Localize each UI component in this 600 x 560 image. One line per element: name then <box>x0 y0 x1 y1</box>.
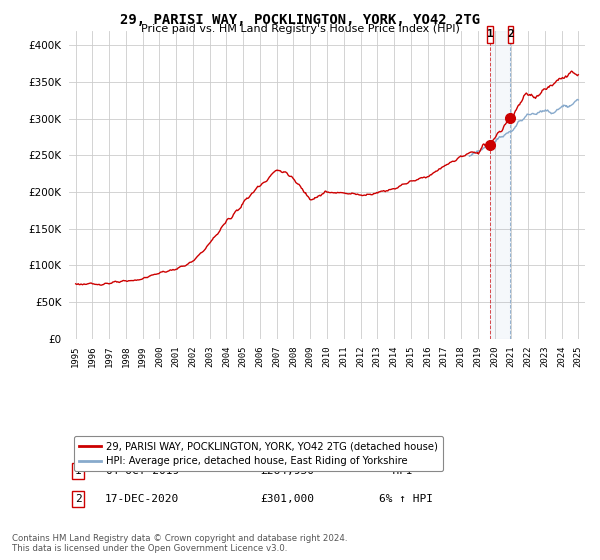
FancyBboxPatch shape <box>487 26 493 43</box>
Text: 17-DEC-2020: 17-DEC-2020 <box>105 494 179 504</box>
Text: 29, PARISI WAY, POCKLINGTON, YORK, YO42 2TG: 29, PARISI WAY, POCKLINGTON, YORK, YO42 … <box>120 13 480 27</box>
Text: 6% ↑ HPI: 6% ↑ HPI <box>379 494 433 504</box>
Text: 2: 2 <box>75 494 82 504</box>
Text: 1: 1 <box>487 30 494 39</box>
Text: 1: 1 <box>75 466 82 476</box>
Text: Price paid vs. HM Land Registry's House Price Index (HPI): Price paid vs. HM Land Registry's House … <box>140 24 460 34</box>
Text: 04-OCT-2019: 04-OCT-2019 <box>105 466 179 476</box>
Bar <box>490 31 511 339</box>
FancyBboxPatch shape <box>508 26 514 43</box>
Text: Contains HM Land Registry data © Crown copyright and database right 2024.
This d: Contains HM Land Registry data © Crown c… <box>12 534 347 553</box>
Text: £301,000: £301,000 <box>260 494 314 504</box>
Text: 2: 2 <box>507 30 514 39</box>
Text: ≈ HPI: ≈ HPI <box>379 466 412 476</box>
Legend: 29, PARISI WAY, POCKLINGTON, YORK, YO42 2TG (detached house), HPI: Average price: 29, PARISI WAY, POCKLINGTON, YORK, YO42 … <box>74 436 443 471</box>
Text: £264,950: £264,950 <box>260 466 314 476</box>
